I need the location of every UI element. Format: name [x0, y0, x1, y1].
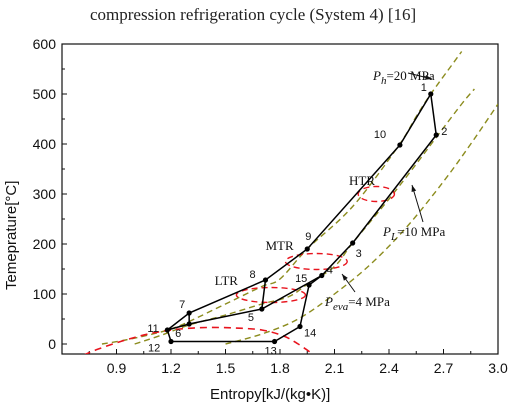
- y-tick-label: 500: [33, 86, 57, 102]
- cycle-line: [167, 274, 323, 331]
- regenerator-label: HTR: [349, 173, 375, 188]
- state-point: [350, 240, 356, 246]
- state-point-label: 2: [441, 126, 447, 138]
- regenerator-ellipse: [235, 286, 307, 304]
- state-point: [262, 277, 269, 283]
- state-point: [259, 306, 265, 312]
- saturation-dome: [84, 326, 314, 354]
- state-point-label: 6: [175, 328, 181, 340]
- state-point: [297, 323, 303, 330]
- state-point: [304, 246, 310, 252]
- x-tick-label: 1.5: [216, 360, 236, 376]
- state-point-label: 14: [304, 328, 316, 340]
- state-point: [168, 338, 174, 345]
- state-point-label: 13: [265, 346, 277, 358]
- x-tick-label: 3.0: [488, 360, 508, 376]
- annotation-arrow-head: [425, 75, 432, 80]
- state-point: [271, 338, 278, 345]
- state-point: [186, 321, 192, 327]
- state-point-label: 9: [305, 231, 311, 243]
- regenerator-label: LTR: [215, 273, 239, 288]
- cycle-line: [166, 91, 438, 343]
- state-point: [433, 132, 439, 138]
- state-point-label: 3: [356, 248, 362, 260]
- state-point: [186, 310, 192, 316]
- y-axis-title: Temeprature[°C]: [3, 181, 20, 290]
- regenerator-label: MTR: [265, 238, 294, 253]
- x-tick-label: 0.9: [107, 360, 127, 376]
- y-tick-label: 600: [33, 36, 57, 52]
- state-point-label: 1: [421, 82, 427, 94]
- state-point: [319, 272, 325, 279]
- state-point-label: 5: [248, 312, 254, 324]
- state-point: [306, 282, 312, 288]
- x-tick-label: 2.4: [379, 360, 399, 376]
- regenerator-ellipse: [284, 252, 348, 271]
- x-tick-label: 2.1: [325, 360, 345, 376]
- state-point-label: 10: [374, 129, 386, 141]
- x-tick-label: 1.2: [161, 360, 181, 376]
- state-point: [164, 327, 170, 333]
- cycle-line: [261, 279, 267, 310]
- state-point-label: 4: [327, 265, 333, 277]
- annotation-arrow-head: [342, 274, 348, 281]
- isobar-label: Peva=4 MPa: [324, 294, 390, 313]
- state-point-label: 12: [148, 343, 160, 355]
- y-tick-label: 300: [33, 186, 57, 202]
- isobar-line: [101, 51, 463, 345]
- state-point-label: 11: [147, 323, 158, 335]
- state-point: [428, 91, 434, 97]
- y-tick-label: 0: [48, 336, 56, 352]
- y-tick-label: 200: [33, 236, 57, 252]
- x-axis-title: Entropy[kJ/(kg•K)]: [210, 386, 330, 403]
- y-tick-label: 100: [33, 286, 57, 302]
- state-point-label: 15: [295, 273, 307, 285]
- x-tick-label: 2.7: [434, 360, 454, 376]
- state-point-label: 7: [179, 299, 185, 311]
- isobar-label: Ph=20 MPa: [372, 68, 435, 87]
- state-point-label: 8: [249, 269, 255, 281]
- state-point: [397, 142, 403, 148]
- annotation-arrow-head: [411, 185, 417, 192]
- isobar-line: [225, 103, 498, 345]
- isobar-label: PL=10 MPa: [382, 224, 445, 243]
- regenerator-ellipse: [357, 185, 396, 203]
- y-tick-label: 400: [33, 136, 57, 152]
- x-tick-label: 1.8: [270, 360, 290, 376]
- figure-caption: compression refrigeration cycle (System …: [90, 5, 416, 24]
